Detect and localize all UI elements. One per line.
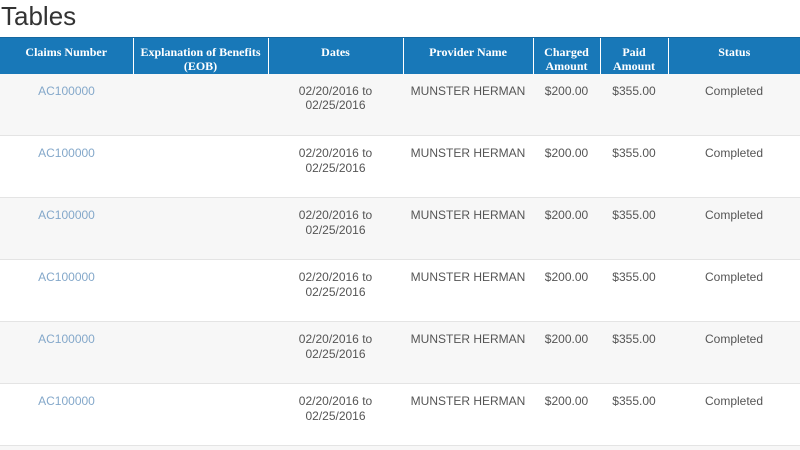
cell-provider-name: MUNSTER HERMAN [410,83,526,98]
cell-claims-number: AC100000 [0,322,133,384]
column-header-provider-name: Provider Name [402,37,533,74]
cell-status: Completed [704,394,764,409]
cell-dates: 02/20/2016 to 02/25/2016 [298,208,373,237]
column-header-eob: Explanation of Benefits (EOB) [132,37,268,74]
cell-dates: 02/20/2016 to 02/25/2016 [298,146,373,175]
cell-eob [133,74,268,136]
table-row: AC100000 02/20/2016 to 02/25/2016 MUNSTE… [0,73,800,136]
table-row-partial [0,445,800,450]
cell-eob [133,260,268,322]
cell-paid-amount: $355.00 [612,394,656,409]
cell-provider-name: MUNSTER HERMAN [410,146,526,161]
cell-status: Completed [704,146,764,161]
table-row: AC100000 02/20/2016 to 02/25/2016 MUNSTE… [0,383,800,446]
cell-claims-number: AC100000 [0,198,133,260]
cell-eob [133,322,268,384]
cell-charged-amount: $200.00 [544,208,589,223]
cell-paid-amount: $355.00 [612,83,656,98]
cell-provider-name: MUNSTER HERMAN [410,208,526,223]
cell-status: Completed [704,208,764,223]
table-row: AC100000 02/20/2016 to 02/25/2016 MUNSTE… [0,321,800,384]
cell-claims-number: AC100000 [0,384,133,446]
cell-dates: 02/20/2016 to 02/25/2016 [298,332,373,361]
cell-paid-amount: $355.00 [612,270,656,285]
cell-paid-amount: $355.00 [612,208,656,223]
cell-charged-amount: $200.00 [544,83,589,98]
cell-eob [133,198,268,260]
column-header-dates: Dates [267,37,403,74]
cell-eob [133,384,268,446]
table-row: AC100000 02/20/2016 to 02/25/2016 MUNSTE… [0,197,800,260]
cell-provider-name: MUNSTER HERMAN [410,394,526,409]
cell-charged-amount: $200.00 [544,270,589,285]
cell-status: Completed [704,270,764,285]
cell-claims-number: AC100000 [0,260,133,322]
cell-dates: 02/20/2016 to 02/25/2016 [298,270,373,299]
cell-status: Completed [704,83,764,98]
claims-number-link[interactable]: AC100000 [38,394,95,409]
cell-claims-number: AC100000 [0,136,133,198]
cell-dates: 02/20/2016 to 02/25/2016 [298,394,373,423]
column-header-charged-amount: Charged Amount [532,37,600,74]
claims-table: Claims Number Explanation of Benefits (E… [0,37,800,450]
cell-charged-amount: $200.00 [544,332,589,347]
cell-charged-amount: $200.00 [544,394,589,409]
cell-eob [133,136,268,198]
page-title: Tables [1,1,77,31]
cell-status: Completed [704,332,764,347]
claims-number-link[interactable]: AC100000 [38,208,95,223]
cell-claims-number: AC100000 [0,74,133,136]
claims-number-link[interactable]: AC100000 [38,146,95,161]
claims-number-link[interactable]: AC100000 [38,270,95,285]
table-row: AC100000 02/20/2016 to 02/25/2016 MUNSTE… [0,135,800,198]
column-header-paid-amount: Paid Amount [599,37,668,74]
cell-paid-amount: $355.00 [612,146,656,161]
claims-number-link[interactable]: AC100000 [38,332,95,347]
table-row: AC100000 02/20/2016 to 02/25/2016 MUNSTE… [0,259,800,322]
table-header: Claims Number Explanation of Benefits (E… [0,37,800,74]
cell-paid-amount: $355.00 [612,332,656,347]
column-header-status: Status [667,37,800,74]
cell-provider-name: MUNSTER HERMAN [410,332,526,347]
column-header-claims-number: Claims Number [0,37,133,74]
cell-provider-name: MUNSTER HERMAN [410,270,526,285]
cell-charged-amount: $200.00 [544,146,589,161]
claims-number-link[interactable]: AC100000 [38,83,95,98]
cell-dates: 02/20/2016 to 02/25/2016 [298,83,373,113]
